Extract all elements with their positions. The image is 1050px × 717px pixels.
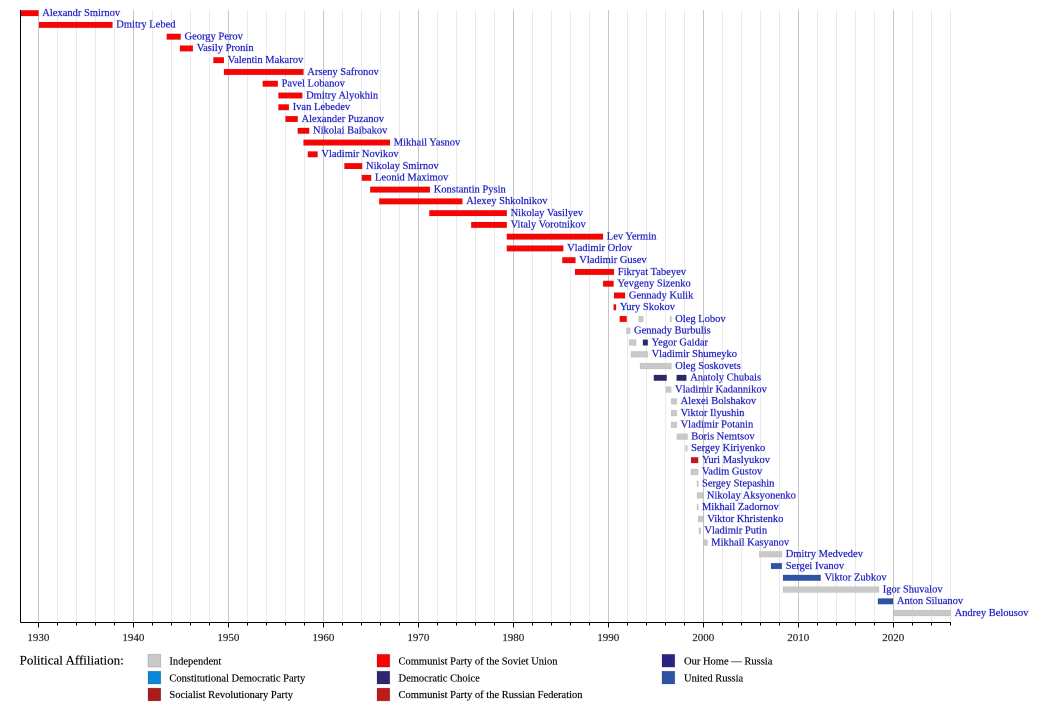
svg-text:1970: 1970 xyxy=(407,632,430,644)
svg-text:Political Affiliation:: Political Affiliation: xyxy=(20,652,124,667)
svg-text:Independent: Independent xyxy=(169,656,221,667)
svg-text:Communist Party of the Russian: Communist Party of the Russian Federatio… xyxy=(399,690,584,701)
svg-text:Konstantin Pysin: Konstantin Pysin xyxy=(434,184,507,195)
svg-text:Our Home — Russia: Our Home — Russia xyxy=(684,656,773,667)
svg-text:Lev Yermin: Lev Yermin xyxy=(607,231,657,242)
svg-text:Mikhail Zadornov: Mikhail Zadornov xyxy=(702,502,779,513)
svg-text:Sergei Ivanov: Sergei Ivanov xyxy=(786,561,845,572)
svg-text:Yuri Maslyukov: Yuri Maslyukov xyxy=(702,455,771,466)
svg-text:Anton Siluanov: Anton Siluanov xyxy=(897,596,964,607)
svg-text:Dmitry Lebed: Dmitry Lebed xyxy=(116,20,176,31)
svg-text:Sergey Kiriyenko: Sergey Kiriyenko xyxy=(691,443,765,454)
svg-text:Vladimir Kadannikov: Vladimir Kadannikov xyxy=(675,384,768,395)
svg-text:1940: 1940 xyxy=(122,632,145,644)
svg-text:Alexander Puzanov: Alexander Puzanov xyxy=(302,114,385,125)
svg-text:Valentin Makarov: Valentin Makarov xyxy=(228,55,304,66)
svg-text:Yegor Gaidar: Yegor Gaidar xyxy=(652,337,709,348)
svg-text:Oleg Lobov: Oleg Lobov xyxy=(675,314,726,325)
svg-text:Dmitry Alyokhin: Dmitry Alyokhin xyxy=(306,90,379,101)
svg-text:Oleg Soskovets: Oleg Soskovets xyxy=(675,361,741,372)
svg-text:Mikhail Yasnov: Mikhail Yasnov xyxy=(394,137,461,148)
svg-text:Dmitry Medvedev: Dmitry Medvedev xyxy=(786,549,864,560)
svg-text:Nikolay Aksyonenko: Nikolay Aksyonenko xyxy=(707,490,796,501)
svg-text:Igor Shuvalov: Igor Shuvalov xyxy=(883,584,944,595)
svg-text:Vitaly Vorotnikov: Vitaly Vorotnikov xyxy=(511,220,587,231)
svg-text:United Russia: United Russia xyxy=(684,673,744,684)
svg-text:1930: 1930 xyxy=(27,632,50,644)
svg-text:Sergey Stepashin: Sergey Stepashin xyxy=(702,479,775,490)
svg-text:Alexandr Smirnov: Alexandr Smirnov xyxy=(42,8,121,19)
svg-text:Viktor Ilyushin: Viktor Ilyushin xyxy=(681,408,746,419)
svg-text:2010: 2010 xyxy=(787,632,810,644)
svg-text:Fikryat Tabeyev: Fikryat Tabeyev xyxy=(618,267,687,278)
svg-text:Vladimir Orlov: Vladimir Orlov xyxy=(567,243,633,254)
svg-text:Vladimir Potanin: Vladimir Potanin xyxy=(681,420,754,431)
svg-text:2000: 2000 xyxy=(692,632,715,644)
svg-text:Nikolai Baibakov: Nikolai Baibakov xyxy=(313,126,388,137)
svg-text:Ivan Lebedev: Ivan Lebedev xyxy=(293,102,351,113)
svg-text:Viktor Zubkov: Viktor Zubkov xyxy=(825,573,888,584)
svg-text:Arseny Safronov: Arseny Safronov xyxy=(307,67,379,78)
svg-text:Andrey Belousov: Andrey Belousov xyxy=(955,608,1030,619)
svg-text:Mikhail Kasyanov: Mikhail Kasyanov xyxy=(711,537,790,548)
svg-text:Boris Nemtsov: Boris Nemtsov xyxy=(691,431,755,442)
svg-text:Vadim Gustov: Vadim Gustov xyxy=(702,467,763,478)
svg-text:Constitutional Democratic Part: Constitutional Democratic Party xyxy=(169,673,306,684)
svg-text:Vladimir Shumeyko: Vladimir Shumeyko xyxy=(652,349,737,360)
svg-text:Nikolay Smirnov: Nikolay Smirnov xyxy=(366,161,439,172)
svg-text:Viktor Khristenko: Viktor Khristenko xyxy=(707,514,783,525)
svg-text:Vladimir Putin: Vladimir Putin xyxy=(704,526,767,537)
svg-text:Gennady Kulik: Gennady Kulik xyxy=(629,290,694,301)
svg-text:Anatoly Chubais: Anatoly Chubais xyxy=(690,373,761,384)
svg-text:Nikolay Vasilyev: Nikolay Vasilyev xyxy=(511,208,584,219)
svg-text:Gennady Burbulis: Gennady Burbulis xyxy=(634,326,711,337)
svg-text:1960: 1960 xyxy=(312,632,335,644)
svg-text:Georgy Perov: Georgy Perov xyxy=(185,31,244,42)
svg-text:Vladimir Gusev: Vladimir Gusev xyxy=(579,255,647,266)
svg-text:Socialist Revolutionary Party: Socialist Revolutionary Party xyxy=(169,690,293,701)
svg-text:Vladimir Novikov: Vladimir Novikov xyxy=(321,149,399,160)
svg-text:Yury Skokov: Yury Skokov xyxy=(620,302,676,313)
svg-text:Leonid Maximov: Leonid Maximov xyxy=(375,173,449,184)
svg-text:1990: 1990 xyxy=(597,632,620,644)
svg-text:2020: 2020 xyxy=(882,632,905,644)
svg-text:Alexey Shkolnikov: Alexey Shkolnikov xyxy=(466,196,548,207)
svg-text:1950: 1950 xyxy=(217,632,240,644)
svg-text:Communist Party of the Soviet: Communist Party of the Soviet Union xyxy=(399,656,559,667)
svg-text:Yevgeny Sizenko: Yevgeny Sizenko xyxy=(617,279,690,290)
svg-text:Alexei Bolshakov: Alexei Bolshakov xyxy=(681,396,757,407)
svg-text:1980: 1980 xyxy=(502,632,525,644)
svg-text:Vasily Pronin: Vasily Pronin xyxy=(197,43,255,54)
svg-text:Pavel Lobanov: Pavel Lobanov xyxy=(282,79,346,90)
svg-text:Democratic Choice: Democratic Choice xyxy=(399,673,481,684)
